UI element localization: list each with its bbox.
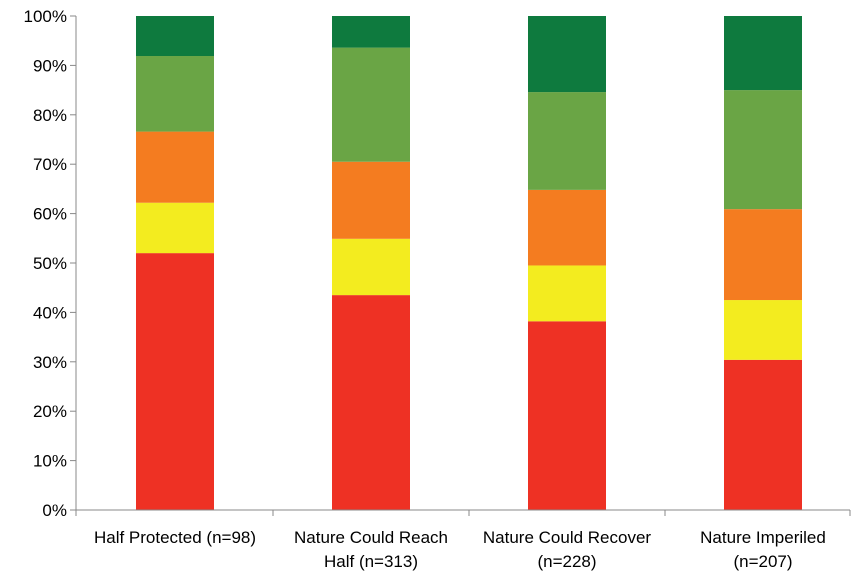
bar-segment xyxy=(528,16,606,93)
bar-segment xyxy=(136,253,214,510)
y-tick-label: 30% xyxy=(33,353,67,372)
bar-segment xyxy=(332,16,410,48)
bar-segment xyxy=(528,265,606,322)
y-tick-label: 50% xyxy=(33,254,67,273)
x-category-label: (n=207) xyxy=(733,552,792,571)
y-axis: 0% 10% 20% 30% 40% 50% 60% 70% 80% 90% 100% xyxy=(24,7,77,520)
x-category-label: Nature Could Reach xyxy=(294,528,448,547)
x-category-label: Nature Imperiled xyxy=(700,528,826,547)
y-tick-label: 90% xyxy=(33,56,67,75)
x-axis: Half Protected (n=98) Nature Could Reach H… xyxy=(70,509,851,571)
bar-segment xyxy=(332,238,410,296)
bar-segment xyxy=(136,56,214,132)
bar-segment xyxy=(136,131,214,203)
x-category-label: Half Protected (n=98) xyxy=(94,528,256,547)
bar-segment xyxy=(724,300,802,360)
y-tick-label: 100% xyxy=(24,7,67,26)
x-category-label: Nature Could Recover xyxy=(483,528,652,547)
y-tick-label: 20% xyxy=(33,402,67,421)
bar-segment xyxy=(724,359,802,510)
bar-segment xyxy=(724,16,802,91)
y-tick-label: 40% xyxy=(33,303,67,322)
bar-segment xyxy=(528,321,606,510)
bars xyxy=(136,16,802,510)
x-category-label: (n=228) xyxy=(537,552,596,571)
bar-segment xyxy=(724,209,802,301)
y-tick-label: 0% xyxy=(42,501,67,520)
bar-segment xyxy=(528,92,606,190)
y-tick-label: 10% xyxy=(33,452,67,471)
bar-segment xyxy=(136,202,214,254)
y-tick-label: 80% xyxy=(33,106,67,125)
bar-segment xyxy=(332,295,410,510)
y-tick-label: 60% xyxy=(33,205,67,224)
bar-segment xyxy=(136,16,214,57)
y-tick-label: 70% xyxy=(33,155,67,174)
bar-segment xyxy=(528,189,606,266)
bar-segment xyxy=(332,161,410,239)
bar-segment xyxy=(724,90,802,210)
x-category-label: Half (n=313) xyxy=(324,552,418,571)
bar-segment xyxy=(332,47,410,162)
